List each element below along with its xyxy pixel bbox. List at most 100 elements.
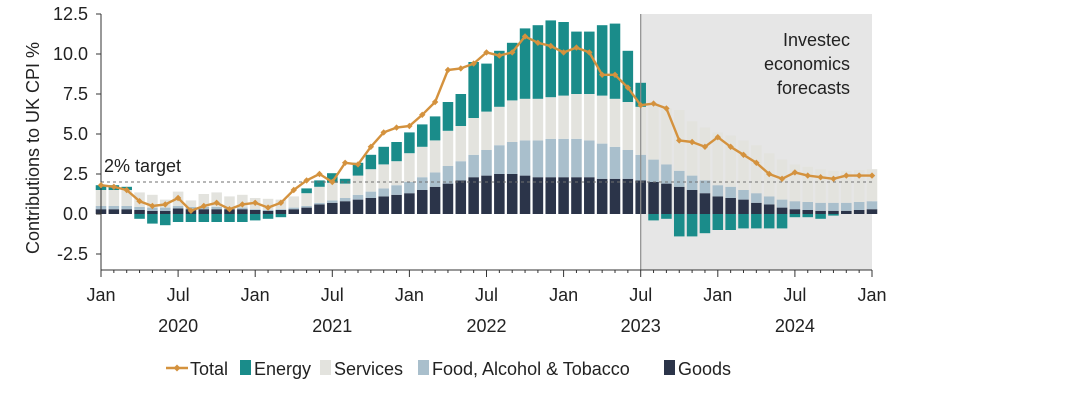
bar-energy-32 xyxy=(506,42,518,101)
bar-services-17 xyxy=(314,186,325,203)
bar-energy-47 xyxy=(699,214,711,234)
total-point-55 xyxy=(804,172,811,179)
bar-goods-36 xyxy=(558,177,569,214)
bar-energy-7 xyxy=(185,214,197,222)
total-point-40 xyxy=(611,71,619,78)
bar-energy-16 xyxy=(301,188,312,194)
total-point-39 xyxy=(598,71,606,78)
y-tick-label: -2.5 xyxy=(57,244,88,264)
total-point-7 xyxy=(187,207,195,214)
total-point-56 xyxy=(817,174,824,181)
bar-services-38 xyxy=(584,94,595,141)
bar-energy-45 xyxy=(673,214,685,237)
bar-energy-49 xyxy=(725,214,736,230)
bar-services-21 xyxy=(365,169,377,192)
total-point-48 xyxy=(714,134,721,141)
bar-goods-49 xyxy=(725,198,736,214)
total-point-26 xyxy=(431,98,439,106)
x-tick-label: Jul xyxy=(629,285,652,305)
y-tick-label: 7.5 xyxy=(63,84,88,104)
bar-food-alcohol-tobacco-59 xyxy=(853,202,865,210)
total-point-54 xyxy=(791,169,799,176)
bar-goods-22 xyxy=(378,196,389,214)
bar-goods-13 xyxy=(262,210,274,214)
bar-food-alcohol-tobacco-41 xyxy=(622,150,634,179)
total-point-0 xyxy=(97,182,105,189)
total-point-37 xyxy=(573,44,580,51)
bar-food-alcohol-tobacco-5 xyxy=(159,207,171,211)
x-year-label: 2020 xyxy=(158,316,198,336)
bar-goods-48 xyxy=(712,196,724,214)
legend-swatch-goods xyxy=(664,360,675,375)
x-tick-label: Jan xyxy=(703,285,732,305)
bar-goods-16 xyxy=(301,207,312,214)
bar-energy-31 xyxy=(494,50,505,107)
bar-energy-8 xyxy=(198,214,210,222)
x-tick-label: Jul xyxy=(167,285,190,305)
bar-energy-14 xyxy=(275,214,287,218)
total-point-18 xyxy=(329,178,336,186)
bar-goods-14 xyxy=(275,210,287,214)
x-tick-label: Jul xyxy=(321,285,344,305)
bar-energy-30 xyxy=(481,63,492,112)
bar-energy-21 xyxy=(365,154,377,170)
bar-services-37 xyxy=(571,94,582,139)
bar-goods-6 xyxy=(172,208,184,214)
bar-food-alcohol-tobacco-29 xyxy=(468,154,479,178)
total-point-22 xyxy=(380,129,387,136)
bar-goods-39 xyxy=(596,178,608,214)
bar-food-alcohol-tobacco-6 xyxy=(172,206,184,209)
total-point-44 xyxy=(663,105,670,112)
total-point-49 xyxy=(727,143,734,150)
x-tick-label: Jan xyxy=(395,285,424,305)
bar-services-44 xyxy=(661,108,672,165)
bar-services-41 xyxy=(622,102,634,150)
total-point-38 xyxy=(586,49,593,56)
total-point-35 xyxy=(547,42,554,50)
bar-energy-51 xyxy=(751,214,762,229)
bar-energy-35 xyxy=(545,20,557,98)
bar-services-35 xyxy=(545,97,557,139)
bar-food-alcohol-tobacco-17 xyxy=(314,202,325,205)
x-tick-label: Jan xyxy=(549,285,578,305)
bar-energy-19 xyxy=(339,178,351,184)
total-point-32 xyxy=(509,49,516,56)
bar-services-49 xyxy=(725,135,736,187)
legend-label-services: Services xyxy=(334,359,403,379)
total-point-45 xyxy=(676,137,683,144)
bar-services-60 xyxy=(866,169,878,202)
bar-services-48 xyxy=(712,132,724,186)
forecast-label: Investec economics forecasts xyxy=(764,30,850,98)
total-point-15 xyxy=(290,186,297,194)
bar-food-alcohol-tobacco-30 xyxy=(481,150,492,176)
total-point-2 xyxy=(123,186,130,194)
bar-goods-19 xyxy=(339,201,351,214)
bar-food-alcohol-tobacco-27 xyxy=(442,166,454,184)
bar-food-alcohol-tobacco-36 xyxy=(558,138,569,178)
bar-energy-10 xyxy=(224,214,235,222)
bar-food-alcohol-tobacco-54 xyxy=(789,201,801,210)
bar-services-39 xyxy=(596,95,608,144)
bar-energy-13 xyxy=(262,214,274,219)
bar-goods-50 xyxy=(738,199,749,214)
legend-marker-total xyxy=(173,364,181,372)
bar-food-alcohol-tobacco-52 xyxy=(763,196,775,205)
bar-energy-46 xyxy=(686,214,698,237)
bar-goods-8 xyxy=(198,209,210,214)
bar-energy-27 xyxy=(442,102,454,131)
bar-goods-17 xyxy=(314,204,325,214)
bar-goods-53 xyxy=(776,207,788,214)
bar-energy-41 xyxy=(622,50,634,102)
bar-goods-1 xyxy=(108,209,120,214)
bar-goods-31 xyxy=(494,174,505,214)
bar-goods-21 xyxy=(365,198,377,214)
x-tick-label: Jul xyxy=(783,285,806,305)
total-point-14 xyxy=(277,199,285,206)
bar-goods-38 xyxy=(584,177,595,214)
bar-goods-28 xyxy=(455,180,467,214)
bar-energy-9 xyxy=(211,214,222,222)
bar-food-alcohol-tobacco-22 xyxy=(378,188,389,197)
bar-services-16 xyxy=(301,193,312,206)
total-point-30 xyxy=(483,49,490,56)
